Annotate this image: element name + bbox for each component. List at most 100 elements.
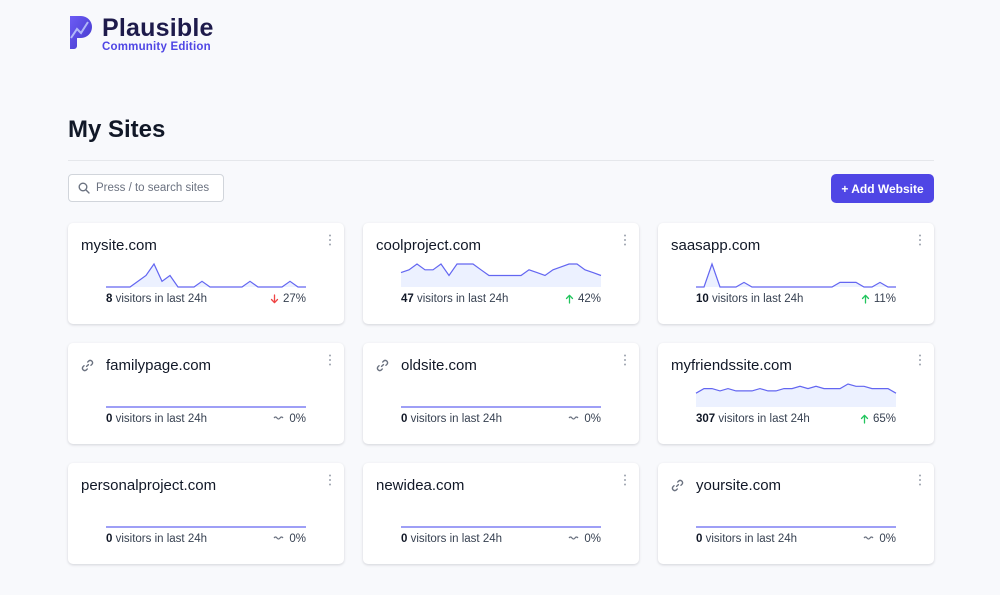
site-name[interactable]: newidea.com	[376, 477, 465, 494]
change-indicator: 27%	[270, 293, 306, 305]
visitors-label: visitors in last 24h	[410, 413, 503, 425]
more-options-icon[interactable]	[918, 234, 922, 246]
sparkline-line	[695, 383, 897, 394]
more-options-icon[interactable]	[918, 354, 922, 366]
visitors-label: visitors in last 24h	[417, 293, 509, 305]
visitors-sparkline	[106, 526, 306, 528]
visitor-count: 0	[401, 413, 408, 425]
visitors-label: visitors in last 24h	[115, 293, 208, 305]
site-card-myfriendssite-com[interactable]: myfriendssite.com 307 visitors in last 2…	[658, 343, 934, 444]
search-input[interactable]	[96, 182, 216, 194]
sites-grid: mysite.com 8 visitors in last 24h 27% co…	[68, 223, 934, 564]
visitor-count: 10	[696, 293, 709, 305]
visitor-count: 0	[696, 533, 703, 545]
site-name[interactable]: mysite.com	[81, 237, 157, 254]
visitor-count: 0	[401, 533, 408, 545]
site-name[interactable]: coolproject.com	[376, 237, 482, 254]
site-name[interactable]: familypage.com	[106, 357, 212, 374]
visitors-summary: 0 visitors in last 24h	[106, 533, 207, 545]
change-value: 0%	[584, 413, 601, 425]
visitors-label: visitors in last 24h	[705, 533, 798, 545]
visitor-count: 0	[106, 413, 113, 425]
sparkline-area	[696, 264, 896, 287]
more-options-icon[interactable]	[623, 354, 627, 366]
sparkline-line	[696, 262, 896, 288]
site-card-coolproject-com[interactable]: coolproject.com 47 visitors in last 24h …	[363, 223, 639, 324]
site-card-newidea-com[interactable]: newidea.com 0 visitors in last 24h 0%	[363, 463, 639, 564]
visitors-sparkline	[696, 262, 896, 288]
logo[interactable]: Plausible Community Edition	[68, 14, 214, 53]
change-value: 11%	[873, 293, 896, 305]
link-icon	[81, 359, 94, 372]
link-icon	[671, 479, 684, 492]
change-value: 0%	[584, 533, 601, 545]
trend-flat-icon	[273, 416, 284, 420]
change-value: 0%	[879, 533, 896, 545]
trend-flat-icon	[273, 536, 284, 540]
search-box[interactable]	[68, 174, 224, 202]
visitors-sparkline	[695, 383, 897, 407]
trend-up-arrow-icon	[861, 294, 869, 304]
trend-up-arrow-icon	[860, 414, 869, 424]
site-card-mysite-com[interactable]: mysite.com 8 visitors in last 24h 27%	[68, 223, 344, 324]
more-options-icon[interactable]	[328, 474, 332, 486]
more-options-icon[interactable]	[918, 474, 922, 486]
change-value: 0%	[289, 413, 306, 425]
trend-up-arrow-icon	[565, 294, 574, 304]
more-options-icon[interactable]	[328, 234, 332, 246]
visitors-label: visitors in last 24h	[410, 533, 503, 545]
visitor-count: 307	[696, 413, 716, 425]
divider	[68, 160, 934, 161]
visitors-summary: 0 visitors in last 24h	[401, 413, 502, 425]
trend-down-arrow-icon	[270, 294, 279, 304]
site-name[interactable]: oldsite.com	[401, 357, 477, 374]
brand-name: Plausible	[102, 14, 214, 42]
visitors-sparkline	[106, 406, 306, 408]
plausible-logo-icon	[70, 16, 92, 49]
change-value: 0%	[289, 533, 306, 545]
more-options-icon[interactable]	[328, 354, 332, 366]
change-indicator: 0%	[273, 533, 306, 545]
change-indicator: 0%	[273, 413, 306, 425]
visitors-summary: 0 visitors in last 24h	[696, 533, 797, 545]
visitors-summary: 47 visitors in last 24h	[401, 293, 508, 305]
site-card-personalproject-com[interactable]: personalproject.com 0 visitors in last 2…	[68, 463, 344, 564]
site-card-saasapp-com[interactable]: saasapp.com 10 visitors in last 24h 11%	[658, 223, 934, 324]
change-indicator: 42%	[565, 293, 601, 305]
sparkline-line	[400, 263, 602, 277]
site-card-familypage-com[interactable]: familypage.com 0 visitors in last 24h 0%	[68, 343, 344, 444]
more-options-icon[interactable]	[623, 234, 627, 246]
site-name[interactable]: personalproject.com	[81, 477, 217, 494]
change-indicator: 0%	[568, 533, 601, 545]
trend-flat-icon	[568, 416, 579, 420]
visitors-sparkline	[400, 263, 602, 287]
site-name[interactable]: yoursite.com	[696, 477, 782, 494]
sparkline-line	[106, 262, 306, 288]
site-name[interactable]: saasapp.com	[671, 237, 761, 254]
site-card-yoursite-com[interactable]: yoursite.com 0 visitors in last 24h 0%	[658, 463, 934, 564]
change-value: 65%	[872, 413, 896, 425]
visitors-label: visitors in last 24h	[115, 533, 208, 545]
trend-flat-icon	[863, 536, 874, 540]
more-options-icon[interactable]	[623, 474, 627, 486]
visitors-summary: 0 visitors in last 24h	[401, 533, 502, 545]
trend-flat-icon	[568, 536, 579, 540]
add-website-button[interactable]: + Add Website	[831, 174, 934, 203]
site-card-oldsite-com[interactable]: oldsite.com 0 visitors in last 24h 0%	[363, 343, 639, 444]
visitor-count: 47	[401, 293, 414, 305]
visitors-sparkline	[106, 262, 306, 288]
change-indicator: 0%	[863, 533, 896, 545]
link-icon	[376, 359, 389, 372]
visitors-sparkline	[696, 526, 896, 528]
site-name[interactable]: myfriendssite.com	[671, 357, 792, 374]
brand-edition: Community Edition	[102, 41, 211, 53]
visitors-summary: 0 visitors in last 24h	[106, 413, 207, 425]
visitor-count: 8	[106, 293, 113, 305]
search-icon	[78, 182, 90, 194]
change-value: 27%	[282, 293, 306, 305]
visitors-summary: 8 visitors in last 24h	[106, 293, 207, 305]
visitors-label: visitors in last 24h	[718, 413, 810, 425]
visitors-label: visitors in last 24h	[115, 413, 208, 425]
visitors-sparkline	[401, 406, 601, 408]
sparkline-area	[696, 384, 896, 407]
